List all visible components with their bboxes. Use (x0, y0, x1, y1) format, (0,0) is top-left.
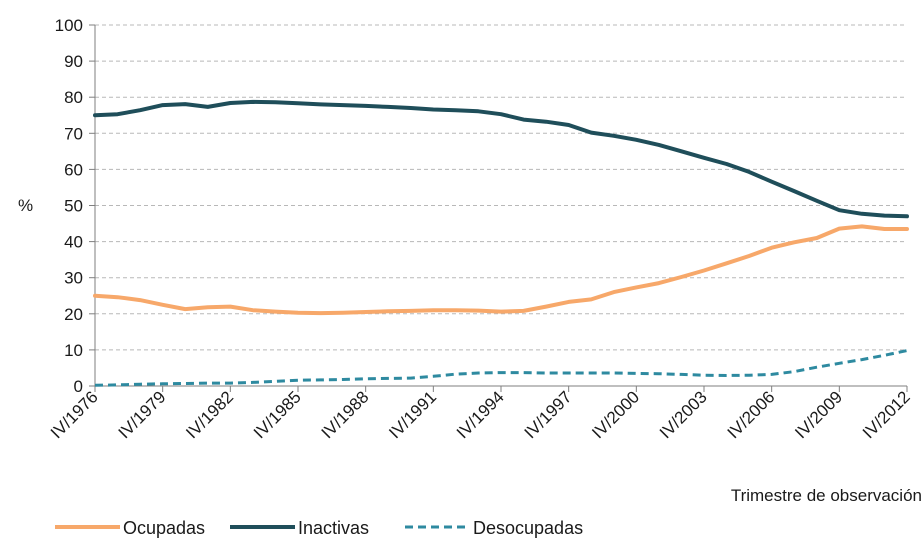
x-tick-label: IV/1982 (182, 387, 237, 442)
x-tick-label: IV/2003 (656, 387, 711, 442)
y-axis-ticks: 0 10 20 30 40 50 60 70 80 90 100 (55, 16, 95, 396)
y-tick-label: 0 (74, 377, 83, 396)
legend-label-desocupadas: Desocupadas (473, 518, 583, 538)
y-axis-label: % (18, 196, 33, 215)
legend-label-inactivas: Inactivas (298, 518, 369, 538)
axes (94, 25, 907, 387)
legend: Ocupadas Inactivas Desocupadas (55, 518, 583, 538)
legend-label-ocupadas: Ocupadas (123, 518, 205, 538)
y-tick-label: 70 (64, 124, 83, 143)
x-tick-label: IV/1997 (521, 387, 576, 442)
x-tick-label: IV/2006 (724, 387, 779, 442)
x-tick-label: IV/1985 (250, 387, 305, 442)
y-tick-label: 100 (55, 16, 83, 35)
y-tick-label: 80 (64, 88, 83, 107)
series-line-inactivas (93, 99, 909, 219)
x-tick-label: IV/1979 (115, 387, 170, 442)
x-tick-label: IV/2012 (859, 387, 914, 442)
series-line-ocupadas (93, 224, 909, 316)
x-tick-label: IV/1988 (318, 387, 373, 442)
y-tick-label: 90 (64, 52, 83, 71)
y-tick-label: 40 (64, 233, 83, 252)
y-tick-label: 30 (64, 269, 83, 288)
y-tick-label: 20 (64, 305, 83, 324)
x-tick-label: IV/1991 (385, 387, 440, 442)
x-tick-label: IV/2009 (791, 387, 846, 442)
x-axis-label: Trimestre de observación (731, 486, 922, 505)
gridlines (95, 24, 907, 351)
x-axis-ticks: IV/1976 IV/1979 IV/1982 IV/1985 IV/1988 IV/19… (47, 386, 914, 442)
series-lines (93, 99, 909, 387)
x-tick-label: IV/1994 (453, 387, 508, 442)
y-tick-label: 60 (64, 160, 83, 179)
y-tick-label: 10 (64, 341, 83, 360)
y-tick-label: 50 (64, 197, 83, 216)
x-tick-label: IV/2000 (588, 387, 643, 442)
series-line-desocupadas (94, 349, 908, 387)
